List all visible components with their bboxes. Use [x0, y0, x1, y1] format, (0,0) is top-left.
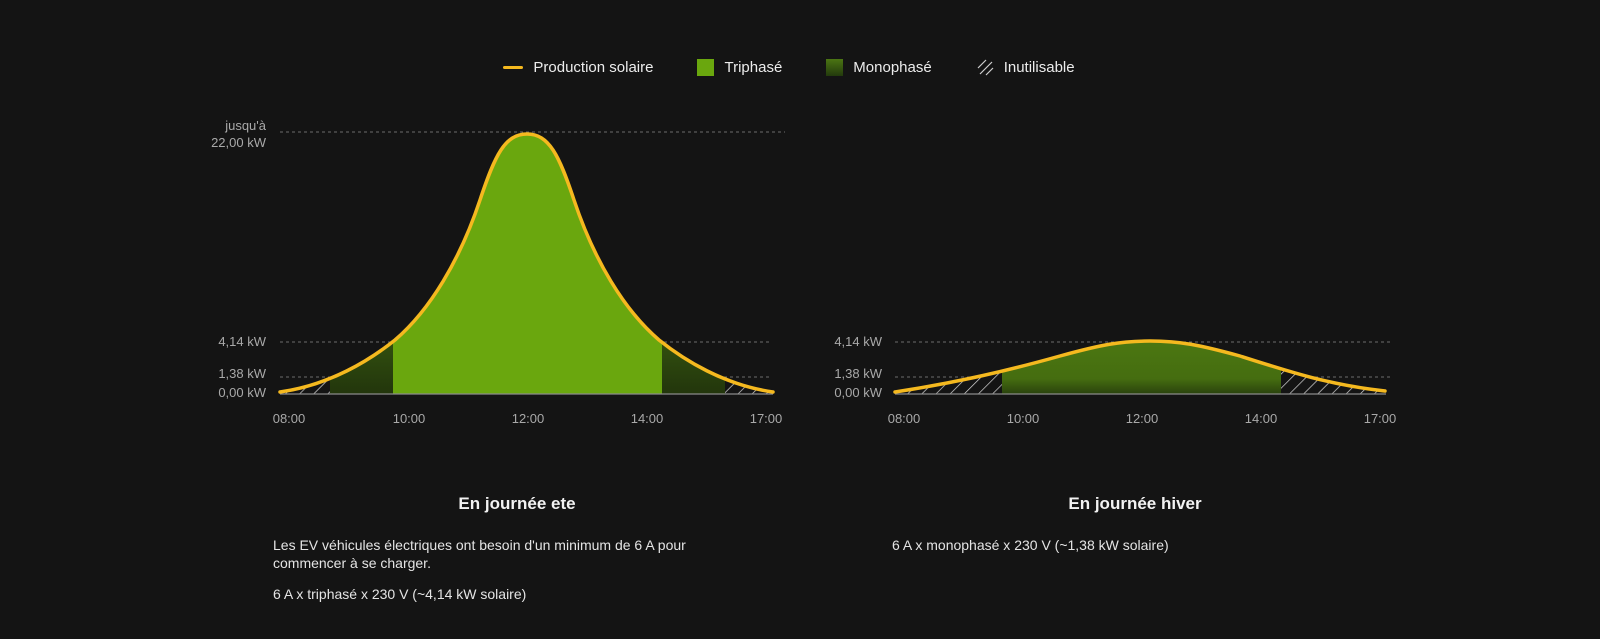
- triphase-swatch-icon: [697, 58, 715, 76]
- y-label-0kw: 0,00 kW: [218, 385, 266, 400]
- legend-label: Monophasé: [853, 58, 932, 76]
- legend-label: Triphasé: [724, 58, 783, 76]
- legend-label: Production solaire: [533, 58, 654, 76]
- monophase-area: [662, 134, 725, 394]
- solar-production-line: [278, 132, 775, 394]
- winter-formula: 6 A x monophasé x 230 V (~1,38 kW solair…: [892, 537, 1169, 553]
- x-label: 10:00: [1007, 411, 1040, 426]
- x-label: 08:00: [888, 411, 921, 426]
- y-label-4kw: 4,14 kW: [834, 334, 882, 349]
- solar-production-line: [893, 339, 1387, 394]
- x-label: 10:00: [393, 411, 426, 426]
- y-label-1kw: 1,38 kW: [834, 366, 882, 381]
- x-label: 17:00: [750, 411, 783, 426]
- monophase-swatch-icon: [826, 58, 844, 76]
- y-label-22kw: 22,00 kW: [211, 135, 267, 150]
- x-label: 12:00: [1126, 411, 1159, 426]
- unusable-area: [280, 134, 330, 394]
- unusable-area: [725, 134, 773, 394]
- x-label: 14:00: [1245, 411, 1278, 426]
- winter-title: En journée hiver: [1068, 494, 1202, 513]
- summer-title: En journée ete: [458, 494, 576, 513]
- summer-formula: 6 A x triphasé x 230 V (~4,14 kW solaire…: [273, 586, 527, 602]
- unusable-area: [895, 341, 1002, 394]
- y-label-1kw: 1,38 kW: [218, 366, 266, 381]
- legend-item-monophase: Monophasé: [826, 58, 932, 76]
- y-label-4kw: 4,14 kW: [218, 334, 266, 349]
- legend-item-solar: Production solaire: [503, 59, 653, 76]
- summer-description: Les EV véhicules électriques ont besoin …: [273, 537, 686, 571]
- triphase-area: [393, 134, 662, 394]
- legend-label: Inutilisable: [1003, 58, 1075, 76]
- monophase-area: [330, 134, 393, 394]
- chart-legend: Production solaire Triphasé Monophasé In…: [0, 58, 1600, 76]
- x-label: 17:00: [1364, 411, 1397, 426]
- solar-line-swatch-icon: [503, 65, 524, 69]
- winter-chart: 4,14 kW 1,38 kW 0,00 kW 08:00 10:00 12:0…: [834, 334, 1397, 426]
- x-label: 14:00: [631, 411, 664, 426]
- x-label: 12:00: [512, 411, 545, 426]
- y-label-top-prefix: jusqu'à: [224, 118, 267, 133]
- summer-chart: jusqu'à 22,00 kW 4,14 kW 1,38 kW 0,00 kW…: [211, 118, 785, 426]
- unusable-area: [1281, 341, 1385, 394]
- y-label-0kw: 0,00 kW: [834, 385, 882, 400]
- hatch-swatch-icon: [977, 59, 994, 76]
- legend-item-triphase: Triphasé: [697, 58, 783, 76]
- legend-item-unusable: Inutilisable: [976, 58, 1075, 76]
- x-label: 08:00: [273, 411, 306, 426]
